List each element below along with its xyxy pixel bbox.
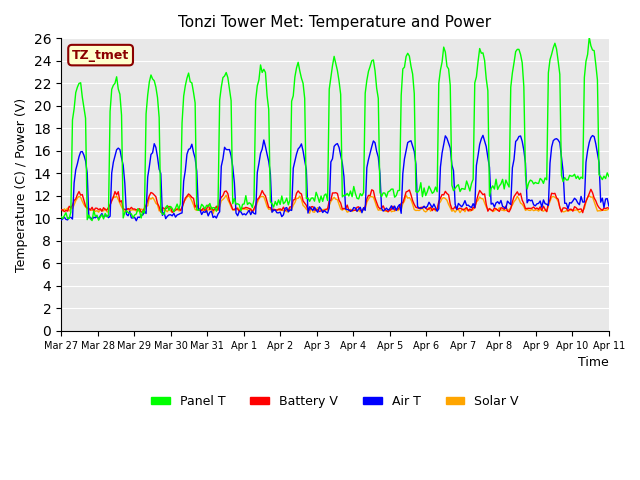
Air T: [515, 133, 523, 139]
Battery V: [365, 192, 372, 198]
Panel T: [586, 35, 593, 40]
Panel T: [507, 84, 515, 90]
Solar V: [368, 194, 376, 200]
Panel T: [366, 63, 374, 69]
Air T: [132, 218, 140, 224]
Solar V: [57, 206, 65, 212]
Battery V: [57, 207, 65, 213]
Air T: [366, 150, 374, 156]
Panel T: [88, 218, 96, 224]
Solar V: [605, 206, 612, 212]
Solar V: [509, 202, 516, 208]
Air T: [605, 203, 612, 209]
Panel T: [605, 174, 612, 180]
Panel T: [57, 214, 65, 219]
Solar V: [224, 197, 232, 203]
Battery V: [64, 208, 72, 214]
Text: TZ_tmet: TZ_tmet: [72, 48, 129, 61]
Battery V: [178, 204, 186, 210]
Panel T: [180, 93, 188, 99]
Air T: [509, 165, 516, 170]
Line: Solar V: Solar V: [61, 195, 609, 214]
X-axis label: Time: Time: [578, 356, 609, 369]
Air T: [180, 178, 188, 184]
Air T: [64, 217, 72, 223]
Battery V: [579, 210, 586, 216]
Solar V: [515, 196, 523, 202]
Air T: [479, 132, 487, 138]
Battery V: [587, 186, 595, 192]
Air T: [57, 217, 65, 223]
Battery V: [505, 209, 513, 215]
Panel T: [513, 47, 521, 52]
Solar V: [178, 206, 186, 212]
Line: Battery V: Battery V: [61, 189, 609, 213]
Line: Panel T: Panel T: [61, 37, 609, 221]
Legend: Panel T, Battery V, Air T, Solar V: Panel T, Battery V, Air T, Solar V: [146, 390, 524, 413]
Line: Air T: Air T: [61, 135, 609, 221]
Solar V: [209, 211, 217, 216]
Solar V: [64, 205, 72, 211]
Y-axis label: Temperature (C) / Power (V): Temperature (C) / Power (V): [15, 97, 28, 272]
Battery V: [221, 189, 228, 194]
Panel T: [64, 216, 72, 221]
Battery V: [512, 191, 520, 197]
Battery V: [605, 205, 612, 211]
Panel T: [222, 70, 230, 75]
Title: Tonzi Tower Met: Temperature and Power: Tonzi Tower Met: Temperature and Power: [179, 15, 492, 30]
Air T: [222, 146, 230, 152]
Solar V: [222, 192, 230, 198]
